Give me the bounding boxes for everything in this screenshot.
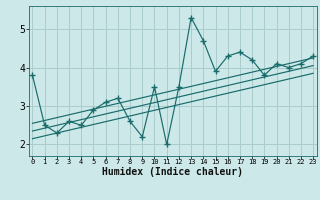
X-axis label: Humidex (Indice chaleur): Humidex (Indice chaleur) (102, 167, 243, 177)
